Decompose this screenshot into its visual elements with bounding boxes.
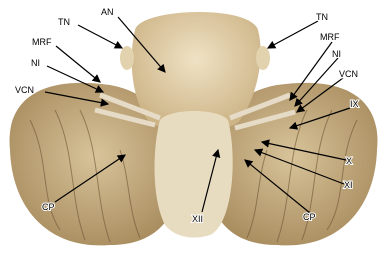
- label: VCN: [15, 85, 34, 95]
- label: NI: [332, 49, 341, 59]
- label: TN: [316, 12, 328, 22]
- label: CP: [42, 202, 55, 212]
- label: XII: [192, 214, 203, 224]
- label: MRF: [320, 32, 340, 42]
- label: CP: [303, 212, 316, 222]
- label: AN: [101, 7, 114, 17]
- label: TN: [58, 17, 70, 27]
- label: XI: [344, 180, 353, 190]
- specimen: [9, 11, 378, 246]
- label: MRF: [32, 37, 52, 47]
- label: VCN: [339, 69, 358, 79]
- labels: TN AN TN MRF NI VCN MRF NI VCN IX X XI C…: [14, 6, 360, 225]
- label: X: [346, 156, 352, 166]
- label: IX: [350, 99, 359, 109]
- arrows: [44, 16, 351, 214]
- label: NI: [31, 58, 40, 68]
